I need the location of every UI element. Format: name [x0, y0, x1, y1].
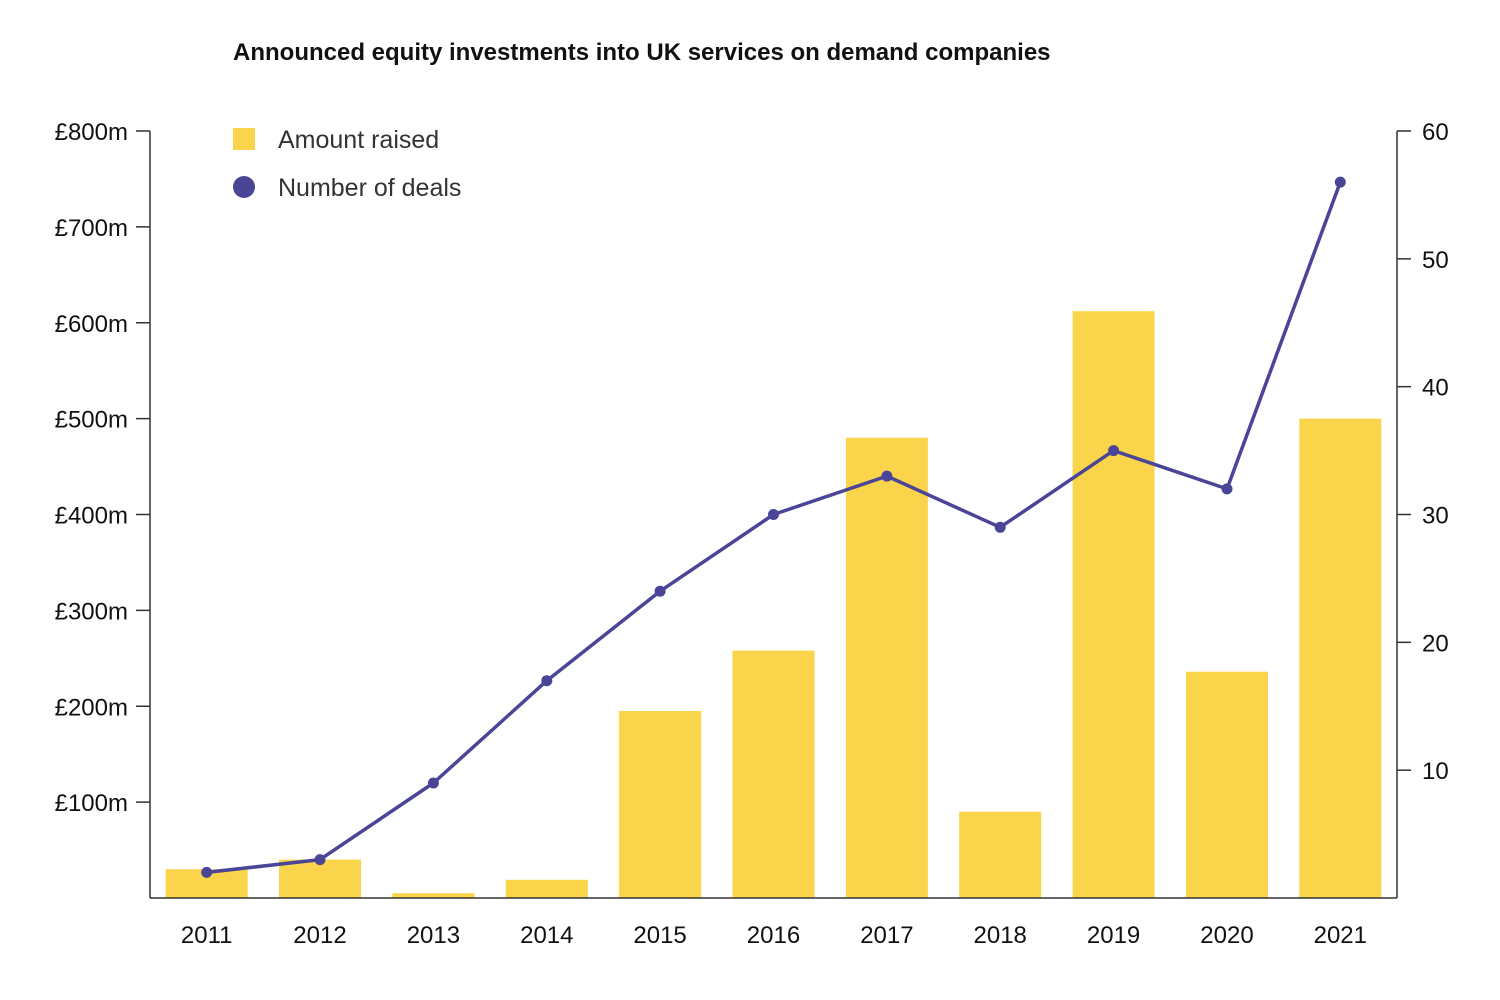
right-tick-label: 30 — [1422, 503, 1449, 530]
bar-2021 — [1299, 418, 1382, 898]
bar-2012 — [279, 859, 361, 898]
legend-swatch-number-of-deals — [233, 176, 255, 198]
deals-point-2016 — [768, 509, 779, 520]
x-tick-label: 2015 — [633, 922, 686, 949]
bar-2016 — [732, 650, 815, 898]
right-tick-label: 20 — [1422, 630, 1449, 657]
x-tick-label: 2016 — [747, 922, 800, 949]
left-tick-label: £100m — [55, 790, 128, 817]
x-tick-label: 2021 — [1314, 922, 1367, 949]
x-tick-label: 2014 — [520, 922, 573, 949]
deals-point-2021 — [1334, 176, 1346, 188]
x-tick-label: 2019 — [1087, 922, 1140, 949]
x-tick-label: 2020 — [1200, 922, 1253, 949]
deals-point-2013 — [427, 777, 439, 789]
bar-2015 — [619, 711, 702, 898]
bar-2017 — [845, 437, 928, 898]
left-tick-label: £400m — [55, 503, 128, 530]
bar-2018 — [959, 811, 1042, 898]
deals-point-2011 — [201, 866, 213, 878]
deals-point-2017 — [881, 470, 893, 482]
bar-2014 — [505, 879, 588, 898]
deals-point-2012 — [314, 854, 326, 866]
left-tick-label: £800m — [55, 119, 128, 146]
left-axis-ticks: £100m £200m £300m £400m £500m £600m £700m £800m — [55, 119, 150, 817]
right-tick-label: 40 — [1422, 375, 1449, 402]
left-tick-label: £700m — [55, 215, 128, 242]
legend-swatch-amount-raised — [233, 128, 255, 150]
x-axis-ticks: 2011 2012 2013 2014 2015 2016 2017 2018 2019 2020… — [181, 922, 1367, 949]
x-tick-label: 2012 — [293, 922, 346, 949]
x-tick-label: 2013 — [407, 922, 460, 949]
bars-layer — [165, 311, 1382, 898]
right-tick-label: 50 — [1422, 247, 1449, 274]
right-axis-ticks: 10 20 30 40 50 60 — [1397, 119, 1449, 785]
deals-point-2015 — [654, 585, 666, 597]
left-tick-label: £300m — [55, 598, 128, 625]
legend-label-number-of-deals: Number of deals — [278, 174, 461, 202]
legend-label-amount-raised: Amount raised — [278, 126, 439, 154]
left-tick-label: £500m — [55, 407, 128, 434]
x-tick-label: 2011 — [181, 922, 233, 949]
chart-title: Announced equity investments into UK ser… — [233, 39, 1051, 66]
bar-2020 — [1186, 671, 1268, 898]
x-tick-label: 2017 — [860, 922, 913, 949]
deals-point-2019 — [1108, 445, 1120, 457]
deals-point-2014 — [541, 675, 553, 687]
x-tick-label: 2018 — [974, 922, 1027, 949]
left-tick-label: £200m — [55, 694, 128, 721]
right-tick-label: 10 — [1422, 758, 1449, 785]
bar-2013 — [392, 893, 475, 898]
right-tick-label: 60 — [1422, 119, 1449, 146]
legend: Amount raised Number of deals — [233, 126, 461, 202]
deals-point-2020 — [1221, 483, 1233, 495]
bar-2019 — [1072, 311, 1155, 898]
deals-point-2018 — [994, 521, 1006, 533]
line-layer — [201, 176, 1346, 878]
left-tick-label: £600m — [55, 311, 128, 338]
